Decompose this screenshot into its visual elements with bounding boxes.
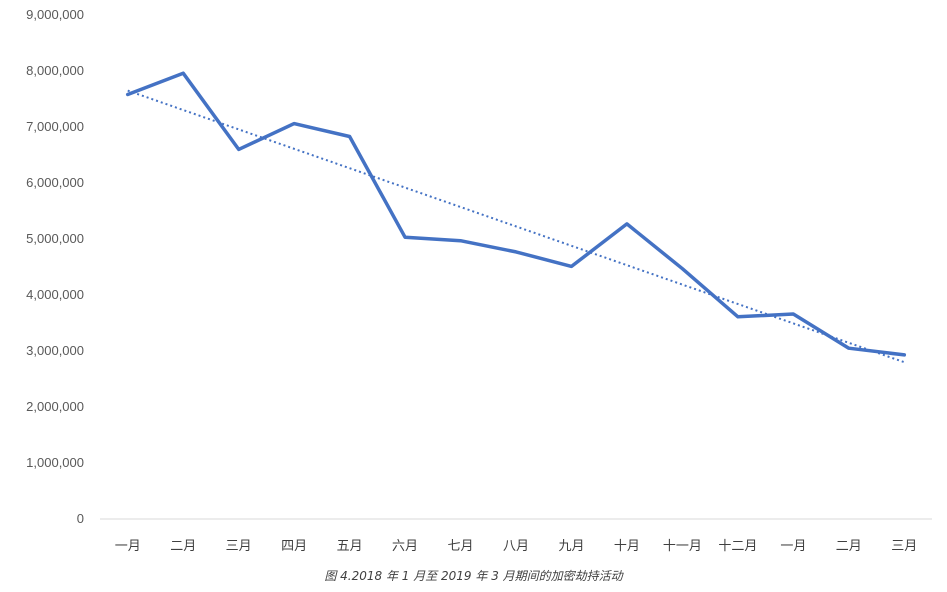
y-tick-label: 3,000,000 [26,343,84,358]
x-tick-label: 二月 [170,539,196,554]
y-tick-label: 8,000,000 [26,63,84,78]
trendline [127,89,905,364]
x-tick-label: 一月 [115,539,141,554]
y-tick-label: 1,000,000 [26,455,84,470]
y-tick-label: 7,000,000 [26,119,84,134]
y-tick-label: 4,000,000 [26,287,84,302]
x-tick-label: 三月 [226,539,252,554]
x-tick-label: 六月 [392,539,418,554]
x-tick-label: 二月 [836,539,862,554]
x-tick-label: 十月 [614,539,640,554]
x-tick-label: 九月 [558,539,584,554]
x-tick-label: 一月 [780,539,806,554]
x-tick-label: 十二月 [718,539,757,554]
y-tick-label: 5,000,000 [26,231,84,246]
x-tick-label: 五月 [337,539,363,554]
y-tick-label: 9,000,000 [26,7,84,22]
x-axis-ticks: 一月 二月 三月 四月 五月 六月 七月 八月 九月 十月 十一月 十二月 一月 二月 三月 [115,539,918,554]
x-tick-label: 七月 [448,539,474,554]
figure-caption: 图 4.2018 年 1 月至 2019 年 3 月期间的加密劫持活动 [324,569,623,583]
y-axis-ticks: 0 1,000,000 2,000,000 3,000,000 4,000,000 5,0… [26,7,84,526]
x-tick-label: 四月 [281,539,307,554]
series-line [125,71,907,357]
y-tick-label: 0 [77,511,84,526]
x-tick-label: 十一月 [663,539,702,554]
y-tick-label: 2,000,000 [26,399,84,414]
y-tick-label: 6,000,000 [26,175,84,190]
x-tick-label: 八月 [503,539,529,554]
chart: 0 1,000,000 2,000,000 3,000,000 4,000,000 5,0… [26,7,932,554]
x-tick-label: 三月 [891,539,917,554]
